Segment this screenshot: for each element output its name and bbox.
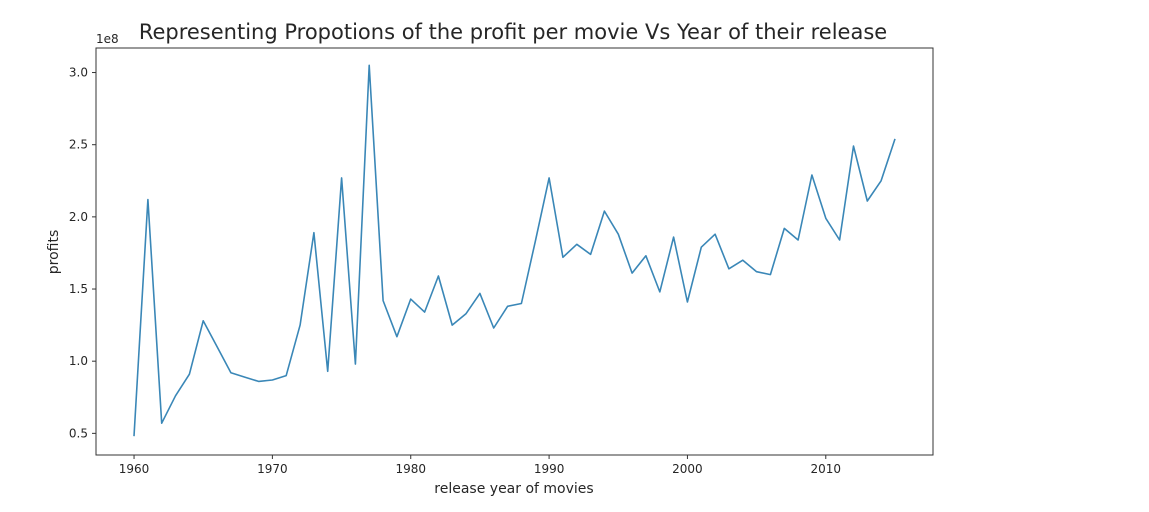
x-tick-label: 2000 <box>672 462 703 476</box>
y-tick-label: 1.5 <box>69 282 88 296</box>
x-tick-label: 1980 <box>395 462 426 476</box>
x-tick-label: 2010 <box>811 462 842 476</box>
x-tick-label: 1990 <box>534 462 565 476</box>
y-tick-label: 1.0 <box>69 354 88 368</box>
y-axis-offset-label: 1e8 <box>96 32 119 46</box>
y-tick-label: 2.0 <box>69 210 88 224</box>
y-tick-label: 3.0 <box>69 66 88 80</box>
chart-title: Representing Propotions of the profit pe… <box>139 20 887 44</box>
y-axis-label: profits <box>46 230 62 275</box>
x-tick-label: 1970 <box>257 462 288 476</box>
y-tick-label: 2.5 <box>69 138 88 152</box>
axis-ticks: 1960 1970 1980 1990 2000 2010 0.5 1.0 1.5 2.0 2.5 3… <box>69 66 841 476</box>
profit-series-line <box>133 64 896 437</box>
plot-frame <box>95 47 934 456</box>
x-axis-label: release year of movies <box>434 481 593 497</box>
x-tick-label: 1960 <box>119 462 150 476</box>
y-tick-label: 0.5 <box>69 426 88 440</box>
series-lines <box>133 64 896 437</box>
